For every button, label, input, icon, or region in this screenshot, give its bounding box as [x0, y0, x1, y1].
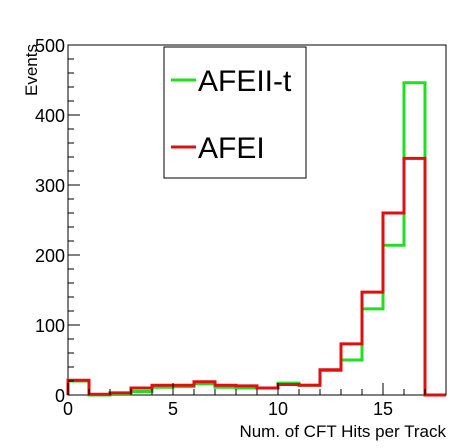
y-tick-label: 500	[35, 36, 65, 56]
y-tick-label: 200	[35, 246, 65, 266]
y-tick-label: 100	[35, 316, 65, 336]
series-group	[66, 81, 446, 397]
legend-label-afeii-t: AFEII-t	[198, 65, 292, 98]
x-tick-label: 15	[373, 399, 393, 419]
x-axis-label: Num. of CFT Hits per Track	[239, 422, 446, 441]
x-tick-label: 10	[268, 399, 288, 419]
legend-box	[163, 46, 307, 179]
y-tick-label: 0	[55, 386, 65, 406]
x-tick-label: 0	[63, 399, 73, 419]
y-tick-label: 300	[35, 176, 65, 196]
legend-label-afei: AFEI	[198, 132, 265, 165]
series-line-afei	[66, 156, 446, 397]
legend: AFEII-t AFEI	[163, 46, 307, 179]
x-tick-label: 5	[168, 399, 178, 419]
y-axis-label: Events	[22, 44, 41, 96]
axes: 0 5 10 15 0 100 200 300 400 500	[35, 36, 447, 419]
y-tick-label: 400	[35, 106, 65, 126]
